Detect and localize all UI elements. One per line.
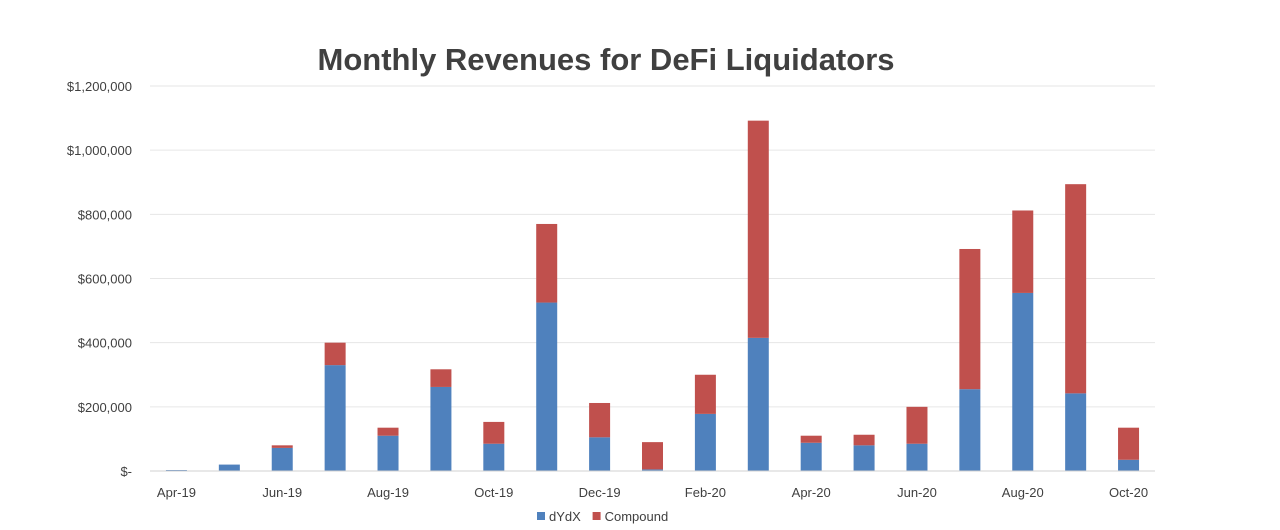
bar-compound-oct-19 — [483, 421, 505, 444]
bar-compound-jul-19 — [324, 342, 346, 366]
bar-dydx-may-20 — [853, 445, 875, 471]
bar-compound-jan-20 — [642, 442, 663, 470]
bar-dydx-may-19 — [218, 464, 240, 471]
bar-dydx-jun-19 — [271, 447, 293, 471]
bar-compound-nov-19 — [536, 223, 558, 303]
bar-dydx-feb-20 — [694, 413, 716, 471]
bar-dydx-jul-20 — [959, 389, 981, 471]
chart-title: Monthly Revenues for DeFi Liquidators — [318, 42, 895, 77]
y-tick-label: $400,000 — [78, 336, 132, 351]
bar-compound-mar-20 — [747, 120, 769, 338]
bar-dydx-sep-20 — [1065, 393, 1087, 471]
bar-compound-sep-19 — [430, 369, 452, 387]
x-tick-label: Feb-20 — [685, 485, 726, 500]
bar-dydx-oct-19 — [483, 443, 505, 471]
x-tick-label: Aug-19 — [367, 485, 409, 500]
bar-compound-may-20 — [853, 434, 875, 446]
x-tick-label: Aug-20 — [1002, 485, 1044, 500]
bar-compound-jul-20 — [959, 248, 981, 390]
legend-swatch-dydx — [537, 512, 545, 520]
bar-compound-jun-20 — [906, 406, 928, 444]
x-tick-label: Apr-19 — [157, 485, 196, 500]
x-tick-label: Jun-19 — [262, 485, 302, 500]
bar-compound-sep-20 — [1065, 184, 1087, 394]
x-tick-label: Oct-19 — [474, 485, 513, 500]
legend-label-dydx: dYdX — [549, 509, 581, 524]
x-tick-label: Dec-19 — [579, 485, 621, 500]
y-tick-label: $- — [120, 464, 132, 479]
bar-compound-dec-19 — [589, 402, 611, 438]
bar-compound-apr-20 — [800, 435, 822, 443]
bar-compound-jun-19 — [271, 445, 293, 448]
x-tick-label: Oct-20 — [1109, 485, 1148, 500]
bar-dydx-sep-19 — [430, 386, 452, 471]
bar-compound-aug-20 — [1012, 210, 1034, 293]
bar-dydx-nov-19 — [536, 302, 558, 471]
bar-dydx-apr-20 — [800, 442, 822, 471]
y-axis-tick-labels: $- $200,000 $400,000 $600,000 $800,000 $1,000… — [67, 79, 132, 479]
y-tick-label: $600,000 — [78, 272, 132, 287]
y-tick-label: $1,000,000 — [67, 143, 132, 158]
bar-dydx-jan-20 — [642, 469, 663, 471]
legend-swatch-compound — [592, 512, 601, 520]
bar-dydx-jun-20 — [906, 443, 928, 471]
bar-dydx-oct-20 — [1118, 459, 1140, 471]
bar-compound-feb-20 — [694, 374, 716, 414]
bar-compound-aug-19 — [377, 427, 399, 436]
x-tick-label: Jun-20 — [897, 485, 937, 500]
x-tick-label: Apr-20 — [792, 485, 831, 500]
x-axis-tick-labels: Apr-19 Jun-19 Aug-19 Oct-19 Dec-19 Feb-20 Apr-… — [157, 485, 1148, 500]
y-tick-label: $1,200,000 — [67, 79, 132, 94]
bar-dydx-jul-19 — [324, 365, 346, 471]
bar-dydx-dec-19 — [589, 437, 611, 471]
bar-dydx-mar-20 — [747, 337, 769, 471]
gridlines — [150, 85, 1155, 408]
y-tick-label: $200,000 — [78, 400, 132, 415]
y-tick-label: $800,000 — [78, 207, 132, 222]
legend: dYdX Compound — [537, 509, 668, 524]
bar-compound-oct-20 — [1118, 427, 1140, 460]
bar-dydx-aug-19 — [377, 435, 399, 471]
bars — [165, 120, 1140, 471]
legend-label-compound: Compound — [605, 509, 669, 524]
bar-dydx-aug-20 — [1012, 292, 1034, 471]
